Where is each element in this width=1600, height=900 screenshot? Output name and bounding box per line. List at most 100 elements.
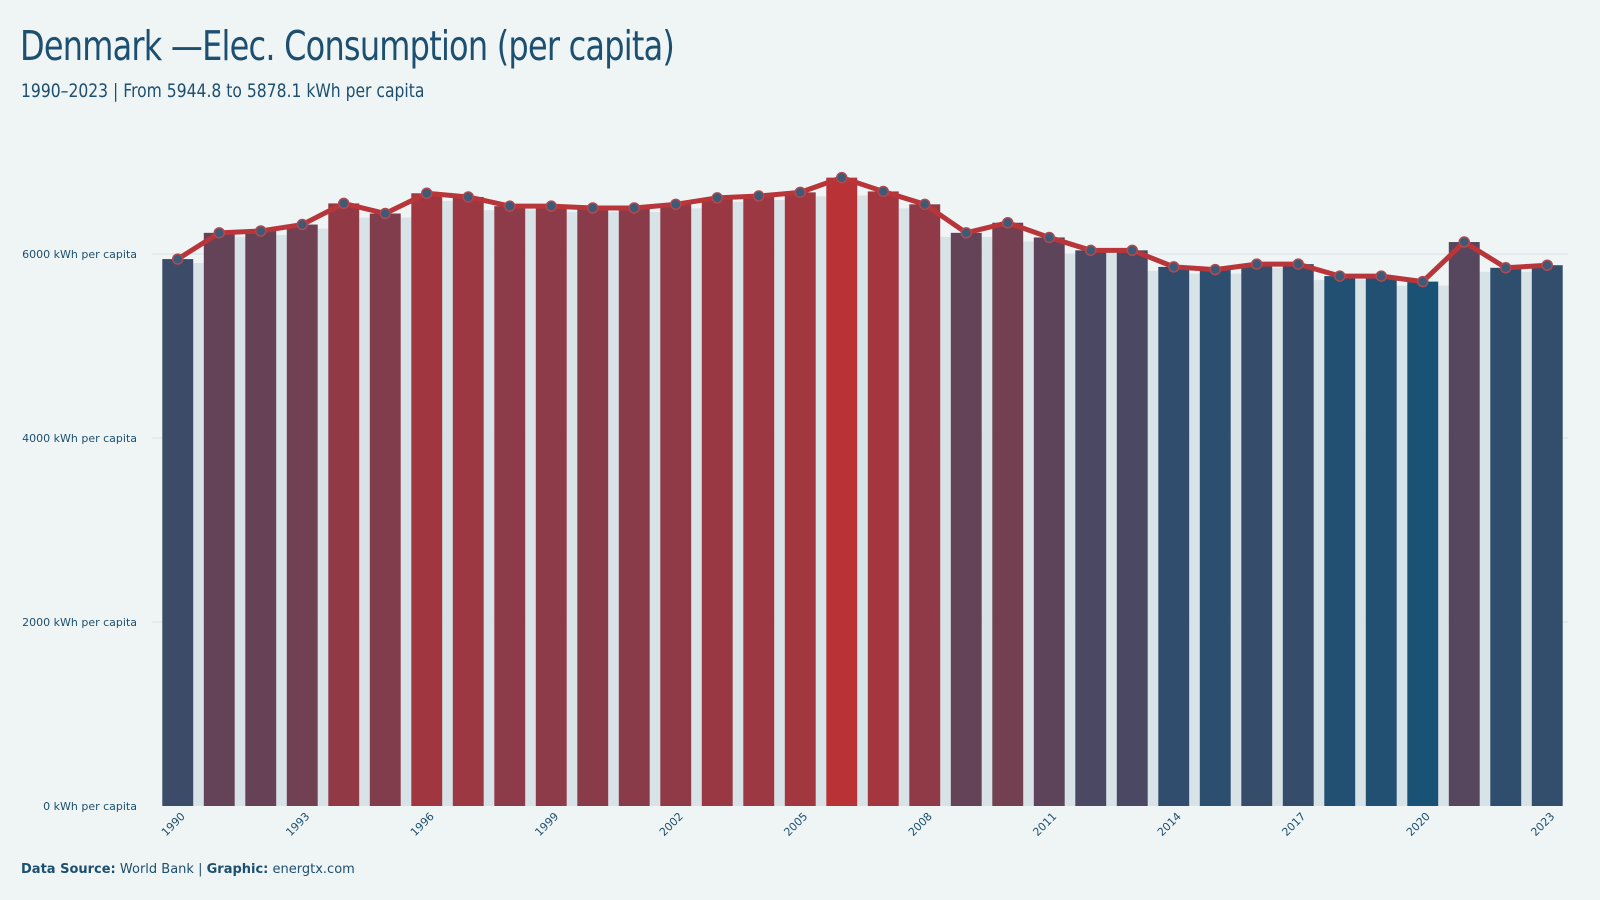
bar-2001 [618, 208, 650, 806]
bar-gap [442, 200, 453, 806]
point-2020 [1417, 275, 1429, 288]
x-tick-label: 1990 [159, 810, 188, 839]
bar-gap [1438, 285, 1449, 807]
bar-2007 [867, 191, 899, 806]
point-1992 [255, 225, 267, 237]
bar-2020 [1407, 281, 1439, 807]
point-2006 [836, 171, 848, 184]
bar-2005 [784, 192, 816, 807]
bar-gap [359, 217, 370, 806]
bar-gap [1064, 254, 1076, 806]
line-layer [175, 175, 1550, 285]
bar-gap [525, 210, 536, 806]
bar-layer [162, 177, 1563, 807]
graphic-value: energtx.com [272, 862, 355, 877]
bar-2006 [826, 177, 858, 806]
point-2012 [1085, 244, 1097, 257]
bar-1992 [245, 231, 277, 806]
chart-subtitle: 1990–2023 | From 5944.8 to 5878.1 kWh pe… [21, 80, 425, 102]
point-2019 [1375, 270, 1387, 282]
x-tick-label: 2020 [1404, 810, 1433, 839]
bar-2002 [660, 204, 692, 806]
graphic-label: Graphic: [206, 862, 269, 877]
x-tick-label: 2023 [1528, 810, 1557, 839]
point-1996 [421, 187, 433, 200]
y-tick-label: 0 kWh per capita [43, 800, 137, 813]
bar-1996 [411, 193, 443, 806]
point-1991 [213, 227, 225, 239]
bar-gap [1023, 241, 1034, 806]
bar-2014 [1158, 266, 1190, 806]
bar-gap-layer [193, 195, 1532, 807]
bar-2004 [743, 196, 775, 807]
bar-2011 [1033, 237, 1065, 806]
point-2005 [794, 186, 806, 199]
bar-1999 [535, 206, 567, 806]
point-2008 [919, 198, 931, 211]
y-axis: 0 kWh per capita 2000 kWh per capita 4000 … [22, 248, 137, 813]
bar-gap [317, 228, 329, 806]
point-1990 [172, 253, 184, 265]
bar-gap [1355, 280, 1366, 807]
bar-gap [815, 196, 827, 807]
point-2014 [1168, 261, 1180, 273]
bar-1995 [369, 213, 401, 806]
x-tick-label: 2005 [781, 810, 810, 839]
bar-2021 [1448, 242, 1480, 807]
bar-gap [608, 212, 619, 806]
bar-2013 [1116, 250, 1148, 806]
x-axis: 1990 1993 1996 1999 2002 2005 2008 2011 2014 2017… [159, 810, 1557, 839]
bar-gap [1396, 285, 1408, 807]
bar-1994 [328, 203, 360, 806]
bar-2019 [1365, 276, 1397, 807]
bar-gap [1272, 268, 1283, 806]
point-2023 [1541, 259, 1553, 271]
bar-gap [483, 210, 495, 806]
x-tick-label: 1993 [283, 810, 312, 839]
point-2010 [1002, 216, 1014, 229]
bar-gap [566, 212, 578, 806]
bar-gap [1521, 271, 1532, 806]
y-tick-label: 6000 kWh per capita [22, 248, 137, 261]
point-2002 [670, 198, 682, 211]
bar-1997 [452, 196, 484, 806]
x-tick-label: 2014 [1155, 810, 1184, 839]
bar-1993 [286, 224, 318, 806]
bar-2015 [1199, 269, 1231, 806]
bar-2000 [577, 208, 609, 806]
bar-gap [1479, 271, 1491, 806]
chart-title: Denmark —Elec. Consumption (per capita) [20, 22, 675, 70]
point-1995 [379, 207, 391, 220]
bar-gap [400, 217, 412, 806]
bar-gap [234, 236, 246, 807]
bar-gap [857, 195, 868, 806]
point-2001 [628, 202, 640, 214]
source-value: World Bank | [119, 862, 203, 877]
bar-1990 [162, 259, 194, 807]
marker-layer [172, 171, 1553, 288]
series-line [175, 175, 1550, 285]
point-2022 [1500, 262, 1512, 274]
bar-2022 [1490, 267, 1522, 806]
x-tick-label: 1999 [532, 810, 561, 839]
bar-gap [981, 236, 993, 807]
point-2003 [711, 192, 723, 204]
y-tick-label: 2000 kWh per capita [22, 616, 137, 629]
point-1994 [338, 197, 350, 210]
point-2007 [877, 185, 889, 198]
point-2018 [1334, 270, 1346, 282]
bar-gap [940, 236, 951, 807]
bar-2010 [992, 222, 1024, 807]
point-1993 [296, 218, 308, 231]
bar-2009 [950, 232, 982, 807]
point-1998 [504, 200, 516, 212]
bar-2008 [909, 204, 941, 806]
bar-2016 [1241, 264, 1273, 806]
bar-1998 [494, 206, 526, 806]
x-tick-label: 2011 [1030, 810, 1059, 839]
x-tick-label: 2002 [657, 810, 686, 839]
y-tick-label: 4000 kWh per capita [22, 432, 137, 445]
x-tick-label: 2008 [906, 810, 935, 839]
bar-gap [193, 263, 204, 807]
bar-gap [691, 208, 702, 806]
